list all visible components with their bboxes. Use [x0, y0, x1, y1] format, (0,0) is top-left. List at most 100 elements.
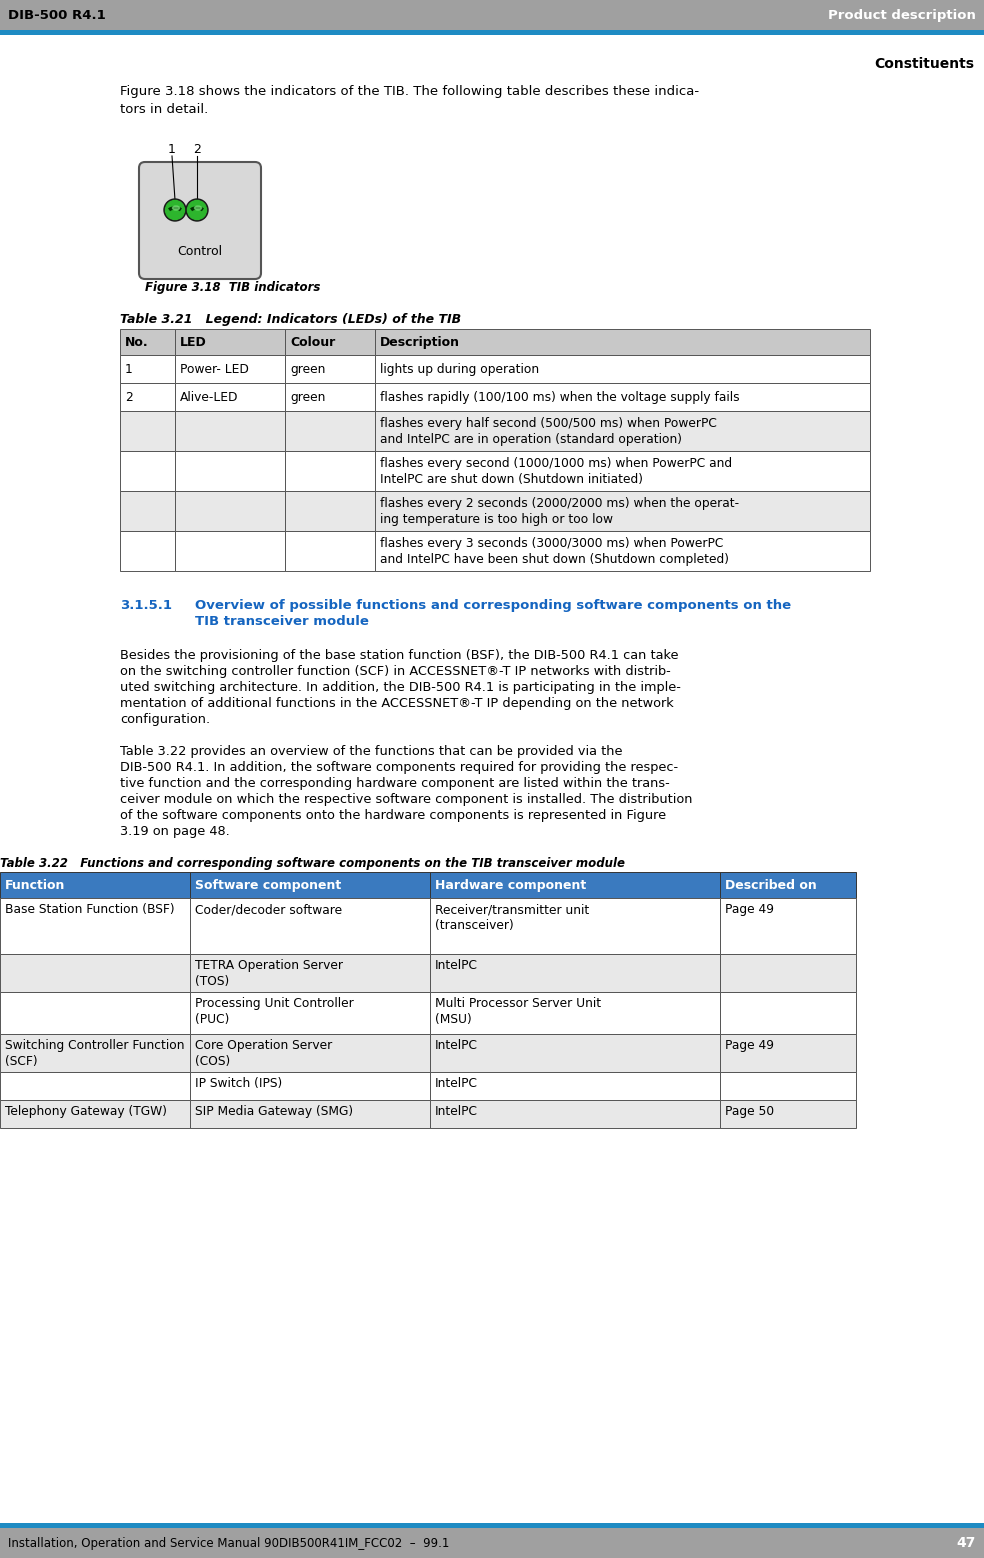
Bar [430, 953, 720, 992]
Text: flashes every 2 seconds (2000/2000 ms) when the operat-
ing temperature is too h: flashes every 2 seconds (2000/2000 ms) w… [380, 497, 739, 525]
Text: Receiver/transmitter unit
(transceiver): Receiver/transmitter unit (transceiver) [435, 904, 589, 932]
Text: Description: Description [380, 335, 460, 349]
FancyBboxPatch shape [139, 162, 261, 279]
Text: DIB-500 R4.1. In addition, the software components required for providing the re: DIB-500 R4.1. In addition, the software … [120, 760, 678, 774]
Bar [285, 383, 375, 411]
Circle shape [165, 201, 185, 220]
Bar [375, 450, 870, 491]
Bar [175, 355, 285, 383]
Text: Page 49: Page 49 [725, 904, 774, 916]
Text: Base Station Function (BSF): Base Station Function (BSF) [5, 904, 174, 916]
Bar [0, 0, 984, 30]
Bar [375, 531, 870, 570]
Bar [285, 329, 375, 355]
Text: lights up during operation: lights up during operation [380, 363, 539, 375]
Text: 2: 2 [193, 143, 201, 156]
Text: IntelPC: IntelPC [435, 1077, 478, 1091]
Text: 2: 2 [125, 391, 133, 404]
Bar [375, 491, 870, 531]
Bar [120, 355, 175, 383]
Text: Page 49: Page 49 [725, 1039, 774, 1052]
Circle shape [164, 199, 186, 221]
Bar [375, 329, 870, 355]
Circle shape [188, 201, 207, 220]
Text: tors in detail.: tors in detail. [120, 103, 209, 115]
Text: Coder/decoder software: Coder/decoder software [195, 904, 342, 916]
Bar [0, 953, 190, 992]
Text: Table 3.21   Legend: Indicators (LEDs) of the TIB: Table 3.21 Legend: Indicators (LEDs) of … [120, 313, 461, 326]
Bar [120, 531, 175, 570]
Bar [190, 1072, 430, 1100]
Bar [720, 872, 856, 897]
Bar [375, 383, 870, 411]
Text: Page 50: Page 50 [725, 1105, 774, 1119]
Text: Multi Processor Server Unit
(MSU): Multi Processor Server Unit (MSU) [435, 997, 601, 1027]
Text: 1: 1 [168, 143, 176, 156]
Text: Power- LED: Power- LED [180, 363, 249, 375]
Bar [430, 1100, 720, 1128]
Bar [430, 897, 720, 953]
Bar [430, 1072, 720, 1100]
Bar [120, 491, 175, 531]
Text: IntelPC: IntelPC [435, 1105, 478, 1119]
Text: ceiver module on which the respective software component is installed. The distr: ceiver module on which the respective so… [120, 793, 693, 805]
Bar [375, 355, 870, 383]
Bar [0, 1072, 190, 1100]
Bar [375, 411, 870, 450]
Bar [285, 531, 375, 570]
Text: Described on: Described on [725, 879, 817, 891]
Text: Switching Controller Function
(SCF): Switching Controller Function (SCF) [5, 1039, 185, 1067]
Text: of the software components onto the hardware components is represented in Figure: of the software components onto the hard… [120, 809, 666, 823]
Bar [190, 992, 430, 1035]
Bar [175, 383, 285, 411]
Bar [0, 897, 190, 953]
Text: Hardware component: Hardware component [435, 879, 586, 891]
Bar [0, 872, 190, 897]
Bar [0, 992, 190, 1035]
Text: Telephony Gateway (TGW): Telephony Gateway (TGW) [5, 1105, 167, 1119]
Text: TIB transceiver module: TIB transceiver module [195, 615, 369, 628]
Bar [430, 1035, 720, 1072]
Bar [190, 953, 430, 992]
Bar [120, 383, 175, 411]
Bar [430, 992, 720, 1035]
Bar [175, 329, 285, 355]
Text: on the switching controller function (SCF) in ACCESSNET®-T IP networks with dist: on the switching controller function (SC… [120, 665, 671, 678]
Bar [175, 491, 285, 531]
Text: Core Operation Server
(COS): Core Operation Server (COS) [195, 1039, 333, 1067]
Bar [720, 953, 856, 992]
Text: uted switching architecture. In addition, the DIB-500 R4.1 is participating in t: uted switching architecture. In addition… [120, 681, 681, 693]
Text: IntelPC: IntelPC [435, 1039, 478, 1052]
Bar [190, 872, 430, 897]
Bar [720, 1035, 856, 1072]
Bar [175, 450, 285, 491]
Text: Alive-LED: Alive-LED [180, 391, 238, 404]
Text: Software component: Software component [195, 879, 341, 891]
Text: Table 3.22   Functions and corresponding software components on the TIB transcei: Table 3.22 Functions and corresponding s… [0, 857, 625, 869]
Bar [285, 411, 375, 450]
Text: Function: Function [5, 879, 65, 891]
Ellipse shape [195, 206, 202, 210]
Bar [285, 491, 375, 531]
Text: TETRA Operation Server
(TOS): TETRA Operation Server (TOS) [195, 960, 343, 988]
Text: Colour: Colour [290, 335, 336, 349]
Text: Control: Control [177, 245, 222, 257]
Text: green: green [290, 363, 326, 375]
Bar [190, 1100, 430, 1128]
Bar [720, 897, 856, 953]
Text: green: green [290, 391, 326, 404]
Text: flashes every second (1000/1000 ms) when PowerPC and
IntelPC are shut down (Shut: flashes every second (1000/1000 ms) when… [380, 456, 732, 486]
Text: Overview of possible functions and corresponding software components on the: Overview of possible functions and corre… [195, 598, 791, 612]
Bar [120, 450, 175, 491]
Bar [0, 1524, 984, 1528]
Text: 1: 1 [125, 363, 133, 375]
Text: Figure 3.18 shows the indicators of the TIB. The following table describes these: Figure 3.18 shows the indicators of the … [120, 86, 699, 98]
Bar [175, 411, 285, 450]
Bar [720, 1100, 856, 1128]
Circle shape [186, 199, 208, 221]
Text: IntelPC: IntelPC [435, 960, 478, 972]
Text: mentation of additional functions in the ACCESSNET®-T IP depending on the networ: mentation of additional functions in the… [120, 696, 674, 710]
Bar [430, 872, 720, 897]
Text: Table 3.22 provides an overview of the functions that can be provided via the: Table 3.22 provides an overview of the f… [120, 745, 623, 759]
Text: Besides the provisioning of the base station function (BSF), the DIB-500 R4.1 ca: Besides the provisioning of the base sta… [120, 650, 679, 662]
